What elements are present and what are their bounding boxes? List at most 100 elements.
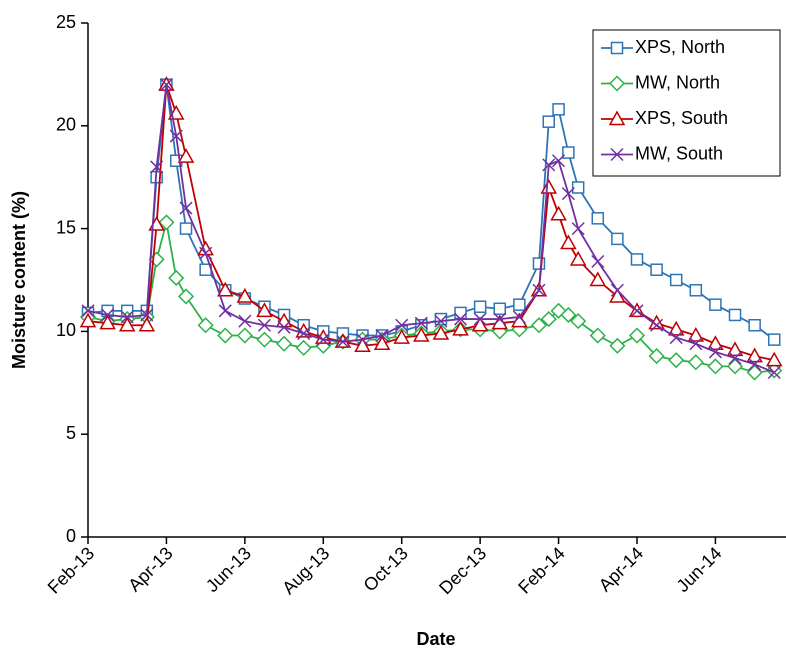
data-point <box>236 287 254 303</box>
data-point <box>413 326 430 342</box>
legend-label: XPS, South <box>635 108 728 128</box>
x-tick-label: Dec-13 <box>435 543 490 598</box>
x-tick-label: Jun-13 <box>202 543 255 596</box>
data-point <box>513 298 526 311</box>
data-point <box>767 333 781 346</box>
data-point <box>197 317 214 334</box>
legend-label: XPS, North <box>635 37 725 57</box>
data-point <box>630 253 644 266</box>
data-point <box>158 214 175 231</box>
data-point <box>748 318 761 332</box>
legend-marker <box>610 41 624 55</box>
data-point <box>609 337 626 354</box>
data-point <box>276 335 293 352</box>
y-tick-label: 0 <box>66 526 76 546</box>
data-point <box>138 316 156 332</box>
x-axis-title: Date <box>416 629 455 649</box>
data-point <box>81 304 95 318</box>
data-point <box>669 273 683 287</box>
data-point <box>512 310 526 324</box>
data-point <box>571 222 585 236</box>
data-point <box>668 352 685 369</box>
data-point <box>560 234 577 250</box>
legend-label: MW, North <box>635 72 720 92</box>
data-point <box>373 335 391 350</box>
data-point <box>540 311 557 328</box>
data-point <box>610 283 624 297</box>
data-point <box>295 339 312 356</box>
data-point <box>177 148 195 163</box>
data-point <box>316 333 330 347</box>
data-point <box>708 345 722 359</box>
data-point <box>395 318 409 332</box>
data-point <box>452 320 469 336</box>
data-point <box>199 246 213 260</box>
data-point <box>562 146 575 159</box>
data-point <box>687 326 705 342</box>
data-point <box>571 181 585 194</box>
data-point <box>493 312 507 326</box>
series-line <box>87 84 775 374</box>
data-point <box>748 357 762 371</box>
data-point <box>689 337 703 351</box>
data-point <box>354 337 371 353</box>
data-point <box>726 341 744 357</box>
data-point <box>589 271 607 287</box>
x-tick-label: Jun-14 <box>673 543 726 596</box>
data-point <box>168 269 185 287</box>
data-point <box>611 232 624 246</box>
data-point <box>560 306 577 324</box>
legend-marker <box>608 75 626 92</box>
data-point <box>628 327 646 344</box>
legend-marker <box>610 147 624 162</box>
y-tick-label: 25 <box>56 12 76 32</box>
data-point <box>434 312 448 326</box>
data-point <box>256 331 273 348</box>
data-point <box>689 284 703 297</box>
data-point <box>726 358 744 375</box>
x-tick-label: Apr-14 <box>595 543 647 595</box>
series-line <box>87 222 775 374</box>
data-point <box>297 326 311 340</box>
x-tick-label: Feb-14 <box>514 543 568 597</box>
data-point <box>746 347 763 363</box>
y-axis-title: Moisture content (%) <box>9 191 29 369</box>
data-point <box>216 281 234 297</box>
data-point <box>532 283 546 297</box>
data-point <box>728 351 742 365</box>
data-point <box>393 329 410 344</box>
data-point <box>473 312 487 326</box>
data-point <box>650 263 663 276</box>
data-point <box>728 308 742 322</box>
data-point <box>650 318 664 332</box>
legend-marker <box>608 110 626 126</box>
data-point <box>471 316 489 332</box>
data-point <box>118 316 136 332</box>
y-tick-label: 20 <box>56 115 76 135</box>
data-point <box>101 308 115 322</box>
data-point <box>120 310 134 324</box>
x-tick-label: Feb-13 <box>44 543 98 597</box>
data-point <box>236 327 253 344</box>
data-point <box>493 302 506 316</box>
data-point <box>687 354 704 371</box>
data-point <box>159 78 173 92</box>
data-point <box>542 158 556 172</box>
data-point <box>454 306 467 320</box>
data-point <box>277 320 291 334</box>
data-point <box>532 257 546 270</box>
data-point <box>542 115 556 128</box>
data-point <box>589 327 606 344</box>
data-point <box>561 187 575 201</box>
data-point <box>648 348 665 365</box>
data-point <box>609 287 626 303</box>
x-tick-label: Apr-13 <box>124 543 176 595</box>
data-point <box>218 304 232 318</box>
data-point <box>667 320 685 336</box>
data-point <box>767 365 781 380</box>
data-point <box>552 154 566 168</box>
y-tick-label: 10 <box>56 320 76 340</box>
data-point <box>552 103 565 116</box>
data-point <box>473 300 487 313</box>
data-point <box>669 331 683 345</box>
